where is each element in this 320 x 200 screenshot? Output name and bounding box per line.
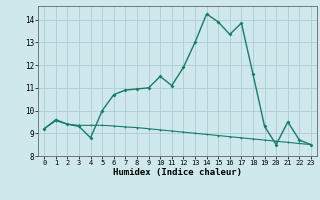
X-axis label: Humidex (Indice chaleur): Humidex (Indice chaleur) [113, 168, 242, 177]
